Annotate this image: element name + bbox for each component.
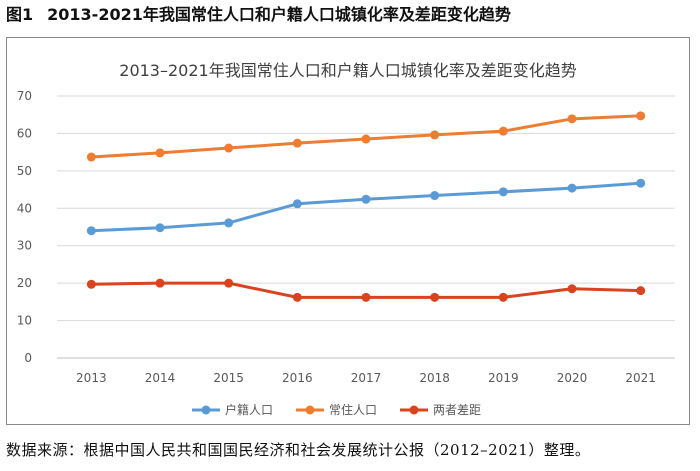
data-point [361,194,371,204]
data-point [292,292,302,302]
series-group [86,111,646,302]
data-point [155,223,165,233]
y-tick-label: 20 [17,276,32,290]
y-axis-ticks: 0 10 20 30 40 50 60 70 [17,89,32,365]
data-point [498,126,508,136]
x-tick-label: 2013 [76,371,107,385]
data-point [361,292,371,302]
x-tick-label: 2017 [351,371,382,385]
data-point [292,199,302,209]
y-tick-label: 0 [24,351,32,365]
data-point [636,286,646,296]
x-tick-label: 2020 [557,371,588,385]
data-point [155,148,165,158]
figure-caption: 图1 2013-2021年我国常住人口和户籍人口城镇化率及差距变化趋势 [6,2,511,28]
data-point [567,284,577,294]
legend-label: 两者差距 [433,403,481,417]
data-point [636,178,646,188]
data-point [567,183,577,193]
data-point [430,191,440,201]
data-point [224,218,234,228]
data-point [430,130,440,140]
series-line-1 [89,181,643,233]
legend-label: 户籍人口 [225,402,273,417]
legend: 户籍人口 常住人口 两者差距 [192,402,481,417]
data-point [86,152,96,162]
x-tick-label: 2021 [625,371,656,385]
legend-item: 两者差距 [400,403,481,417]
figure-caption-text: 2013-2021年我国常住人口和户籍人口城镇化率及差距变化趋势 [47,5,511,24]
data-point [86,279,96,289]
x-tick-label: 2014 [145,371,176,385]
chart-title: 2013–2021年我国常住人口和户籍人口城镇化率及差距变化趋势 [119,61,576,80]
data-point [430,292,440,302]
legend-item: 户籍人口 [192,402,273,417]
data-point [86,226,96,236]
x-tick-label: 2015 [213,371,244,385]
source-note: 数据来源：根据中国人民共和国国民经济和社会发展统计公报（2012–2021）整理… [6,441,591,459]
y-tick-label: 30 [17,239,32,253]
x-tick-label: 2019 [488,371,519,385]
x-axis-ticks: 2013 2014 2015 2016 2017 2018 2019 2020 2021 [76,371,656,385]
line-chart: 2013–2021年我国常住人口和户籍人口城镇化率及差距变化趋势 0 10 20 30… [17,61,675,417]
legend-item: 常住人口 [296,403,377,417]
x-tick-label: 2018 [419,371,450,385]
figure-number: 图1 [6,5,34,24]
data-point [224,278,234,288]
data-point [498,292,508,302]
data-point [224,143,234,153]
x-tick-label: 2016 [282,371,313,385]
y-tick-label: 40 [17,201,32,215]
legend-label: 常住人口 [329,403,377,417]
data-point [636,111,646,121]
y-tick-label: 70 [17,89,32,103]
data-point [567,114,577,124]
legend-marker [305,405,315,415]
data-point [361,134,371,144]
legend-marker [201,405,211,415]
chart-frame: 2013–2021年我国常住人口和户籍人口城镇化率及差距变化趋势 0 10 20 30… [6,37,690,425]
legend-marker [409,405,419,415]
data-point [498,187,508,197]
y-tick-label: 60 [17,126,32,140]
y-tick-label: 50 [17,164,32,178]
y-tick-label: 10 [17,314,32,328]
data-point [155,278,165,288]
data-point [292,138,302,148]
